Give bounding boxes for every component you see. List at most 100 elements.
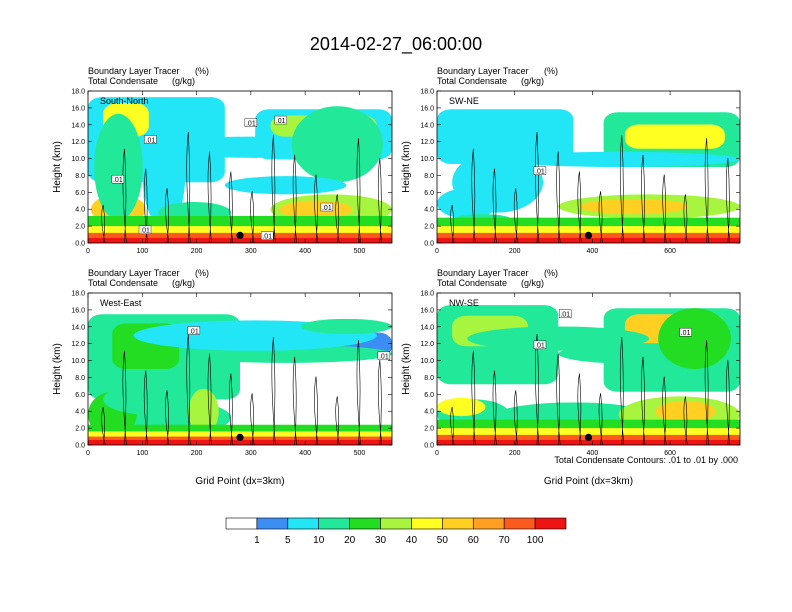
y-tick-label: 8.0 (75, 173, 85, 180)
y-tick-label: 0.0 (424, 443, 434, 450)
x-tick-label: 0 (86, 450, 90, 457)
subtitle-condensate: Total Condensate (88, 278, 158, 288)
y-tick-label: 4.0 (424, 409, 434, 416)
subtitle-tracer: Boundary Layer Tracer (437, 66, 529, 76)
colorbar-label: 20 (344, 535, 356, 546)
subtitle-condensate: Total Condensate (88, 76, 158, 86)
condensate-contour (165, 390, 170, 445)
colorbar-swatch (472, 517, 505, 530)
colorbar-swatch (287, 517, 320, 530)
condensate-contour (228, 373, 234, 445)
contour-label-box (558, 309, 572, 318)
y-tick-label: 14.0 (71, 324, 85, 331)
y-tick-label: 14.0 (420, 122, 434, 129)
plot-frame (436, 292, 741, 446)
y-tick-label: 12.0 (420, 139, 434, 146)
contour-label: .01 (535, 343, 545, 350)
y-tick-label: 6.0 (75, 190, 85, 197)
tracer-blob (103, 384, 195, 415)
x-axis-label: Grid Point (dx=3km) (544, 476, 633, 487)
plot-area: .01 .01 .01 .01 .01 .01 .01 (88, 91, 392, 243)
contour-label-box (187, 326, 201, 335)
panel-south-north: .01 .01 .01 .01 .01 .01 .01 South-North Boundary… (52, 66, 393, 255)
subtitle-tracer-unit: (%) (195, 66, 209, 76)
y-tick-label: 0.0 (424, 241, 434, 248)
subtitle-condensate-unit: (g/kg) (521, 278, 544, 288)
contour-label-box (260, 231, 274, 240)
condensate-contour (101, 204, 106, 243)
subtitle-tracer-unit: (%) (544, 66, 558, 76)
panel-west-east: .01 .01 West-East Boundary Layer Tracer (%) T… (52, 268, 393, 487)
contour-label-box (111, 174, 125, 184)
panels: .01 .01 .01 .01 .01 .01 .01 South-North Boundary… (52, 66, 741, 487)
cloud-band (437, 109, 574, 164)
location-marker (236, 433, 244, 441)
contour-label: .01 (379, 354, 389, 361)
colorbar-label: 10 (313, 535, 325, 546)
y-axis-label: Height (km) (401, 343, 412, 395)
condensate-contour (513, 188, 519, 243)
x-tick-label: 500 (354, 450, 366, 457)
condensate-contour (228, 171, 234, 243)
contour-label-box (533, 166, 547, 175)
condensate-contour (207, 151, 212, 243)
x-tick-label: 300 (245, 450, 257, 457)
y-tick-label: 16.0 (71, 105, 85, 112)
condensate-contour (556, 353, 561, 445)
subtitle-condensate: Total Condensate (437, 278, 507, 288)
condensate-contour (513, 390, 519, 445)
condensate-contour (292, 154, 298, 243)
subtitle-tracer: Boundary Layer Tracer (88, 66, 180, 76)
subtitle-condensate-unit: (g/kg) (172, 76, 195, 86)
subtitle-condensate: Total Condensate (437, 76, 507, 86)
y-axis-label: Height (km) (401, 141, 412, 193)
y-tick-label: 2.0 (75, 426, 85, 433)
tracer-blob (94, 113, 143, 221)
subtitle-tracer: Boundary Layer Tracer (88, 268, 180, 278)
x-tick-label: 400 (299, 248, 311, 255)
colorbar-swatch (534, 517, 567, 530)
condensate-contour (271, 135, 276, 243)
colorbar-swatch (442, 517, 474, 530)
y-tick-label: 16.0 (71, 307, 85, 314)
subtitle-tracer-unit: (%) (544, 268, 558, 278)
x-tick-label: 200 (191, 248, 203, 255)
x-tick-label: 200 (191, 450, 203, 457)
colorbar-swatch (380, 517, 412, 530)
y-tick-label: 8.0 (424, 173, 434, 180)
contour-label-box (144, 135, 157, 144)
condensate-contour (641, 154, 646, 243)
y-tick-label: 2.0 (424, 426, 434, 433)
location-marker (584, 231, 593, 239)
contour-label-box (138, 225, 152, 235)
y-tick-label: 18.0 (420, 291, 434, 298)
condensate-contour (471, 148, 476, 243)
contour-label: .01 (560, 311, 570, 318)
colorbar-swatch (503, 517, 536, 530)
condensate-contour (250, 191, 255, 243)
y-tick-label: 0.0 (75, 443, 85, 450)
colorbar-label: 50 (437, 535, 449, 546)
colorbar-label: 30 (375, 535, 387, 546)
figure-title: 2014-02-27_06:00:00 (310, 34, 482, 55)
x-tick-label: 400 (587, 248, 599, 255)
y-tick-label: 18.0 (71, 291, 85, 298)
y-tick-label: 14.0 (71, 122, 85, 129)
condensate-contour (704, 138, 709, 243)
condensate-contour (122, 350, 127, 445)
condensate-contour (662, 376, 667, 445)
plot-area: .01 .01 (88, 293, 392, 445)
cross-section-label: NW-SE (449, 298, 479, 308)
condensate-contour (492, 168, 497, 243)
condensate-contour (577, 373, 582, 445)
colorbar-swatch (349, 517, 381, 530)
condensate-contour (335, 194, 340, 243)
subtitle-condensate-unit: (g/kg) (521, 76, 544, 86)
condensate-contour (535, 132, 540, 243)
condensate-contour (356, 138, 361, 243)
condensate-contour (314, 376, 319, 445)
condensate-contour (165, 188, 170, 243)
tracer-blob (300, 318, 392, 335)
contour-label-box (377, 351, 391, 361)
